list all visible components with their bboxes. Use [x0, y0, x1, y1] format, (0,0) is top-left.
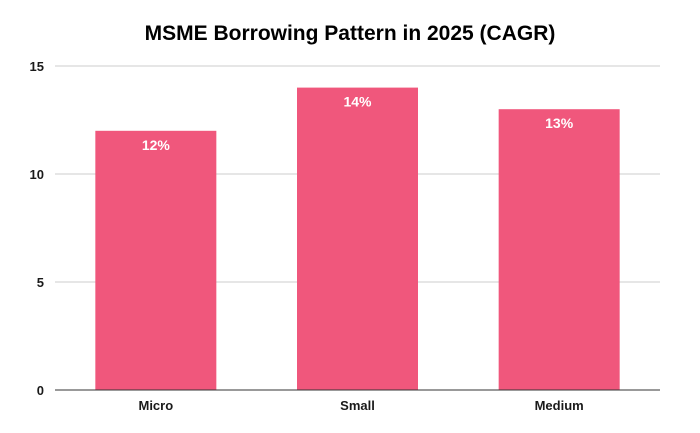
bars — [95, 87, 620, 391]
data-label-medium: 13% — [545, 115, 574, 131]
x-tick-label-micro: Micro — [138, 398, 173, 413]
y-tick-label: 10 — [30, 167, 44, 182]
x-tick-label-medium: Medium — [535, 398, 584, 413]
data-label-small: 14% — [343, 94, 372, 110]
y-tick-label: 5 — [37, 275, 44, 290]
y-tick-label: 0 — [37, 383, 44, 398]
x-tick-label-small: Small — [340, 398, 375, 413]
data-labels: 12% 14% 13% — [142, 94, 574, 153]
bar-medium — [498, 109, 620, 390]
data-label-micro: 12% — [142, 137, 171, 153]
x-axis-labels: Micro Small Medium — [138, 398, 583, 413]
bar-micro — [95, 130, 217, 391]
y-axis-ticks: 0 5 10 15 — [30, 59, 44, 398]
y-tick-label: 15 — [30, 59, 44, 74]
chart-title: MSME Borrowing Pattern in 2025 (CAGR) — [145, 22, 556, 45]
bar-small — [297, 87, 418, 390]
